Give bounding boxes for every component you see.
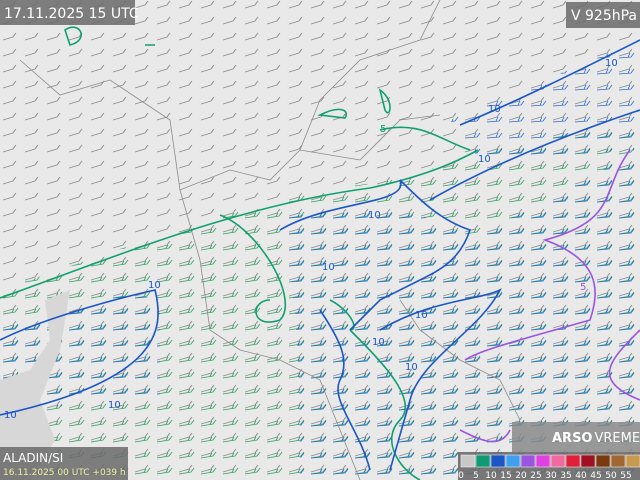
footer-box — [0, 447, 128, 480]
logo-product: VREME — [595, 431, 640, 446]
level-box — [566, 2, 640, 28]
legend-label: 55 — [620, 471, 631, 480]
legend-label: 15 — [500, 471, 511, 480]
legend-label: 5 — [473, 471, 479, 480]
legend-swatch — [610, 454, 626, 468]
legend-label: 30 — [545, 471, 557, 480]
legend-swatch — [550, 454, 566, 468]
contour-label: 5 — [380, 124, 386, 135]
legend-label: 45 — [590, 471, 601, 480]
legend-label: 25 — [530, 471, 541, 480]
contour-label: 10 — [405, 362, 418, 373]
borders — [19, 0, 521, 480]
legend-label: 50 — [605, 471, 617, 480]
contours — [0, 26, 640, 480]
legend-label: 0 — [458, 471, 464, 480]
legend-label: 10 — [485, 471, 497, 480]
legend-swatch — [535, 454, 551, 468]
legend-swatch — [520, 454, 536, 468]
logo: ARSO VREME — [552, 431, 640, 446]
sea — [0, 290, 70, 480]
legend-swatch — [580, 454, 596, 468]
logo-brand: ARSO — [552, 431, 593, 446]
time-box — [0, 0, 135, 25]
contour-label: 10 — [605, 58, 618, 69]
contour-label: 10 — [148, 280, 161, 291]
contour-label: 10 — [415, 310, 428, 321]
time-label: 17.11.2025 15 UTC — [4, 6, 139, 22]
contour-label: 10 — [372, 337, 385, 348]
level-label: V 925hPa — [571, 8, 637, 24]
legend: 0 5 10 15 20 25 30 35 40 45 50 55 — [458, 454, 640, 480]
logo-box — [512, 422, 640, 452]
legend-label: 40 — [575, 471, 587, 480]
contour-label: 10 — [488, 104, 501, 115]
contour-labels: 10 10 10 10 5 10 10 10 10 10 10 10 5 — [4, 58, 618, 421]
legend-swatch — [595, 454, 611, 468]
legend-swatch — [625, 454, 640, 468]
model-label: ALADIN/SI — [3, 451, 63, 465]
legend-swatch — [460, 454, 476, 468]
contour-label: 5 — [580, 282, 586, 293]
contour-label: 10 — [4, 410, 17, 421]
contour-label: 10 — [368, 210, 381, 221]
contour-label: 10 — [108, 400, 121, 411]
contour-label: 10 — [322, 262, 335, 273]
legend-swatch — [475, 454, 491, 468]
legend-label: 35 — [560, 471, 571, 480]
legend-label: 20 — [515, 471, 527, 480]
contour-label: 10 — [478, 154, 491, 165]
legend-swatch — [565, 454, 581, 468]
run-label: 16.11.2025 00 UTC +039 h — [3, 468, 126, 478]
legend-swatch — [490, 454, 506, 468]
legend-swatch — [505, 454, 521, 468]
